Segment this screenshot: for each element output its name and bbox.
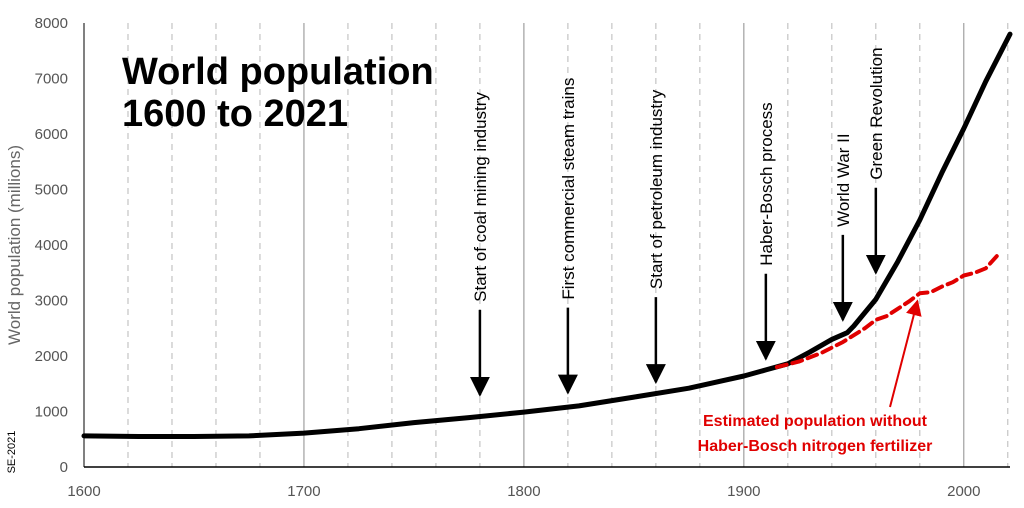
title-line-1: World population xyxy=(122,51,434,93)
gridlines xyxy=(127,23,1009,467)
axes: 0 1000 2000 3000 4000 5000 6000 7000 8000 1600 170… xyxy=(35,15,1010,500)
y-tick-label-0: 0 xyxy=(60,459,68,476)
event-label-4: Haber-Bosch process xyxy=(757,102,776,265)
y-tick-label-7000: 7000 xyxy=(35,71,68,88)
x-tick-label-2000: 2000 xyxy=(947,483,980,500)
y-tick-label-5000: 5000 xyxy=(35,182,68,199)
event-annotations: Start of coal mining industry First comme… xyxy=(469,47,886,397)
y-tick-label-8000: 8000 xyxy=(35,15,68,32)
population-series-line xyxy=(81,31,1013,439)
x-tick-label-1900: 1900 xyxy=(727,483,760,500)
red-annotation: Estimated population without Haber-Bosch… xyxy=(698,299,933,455)
y-axis-label: World population (millions) xyxy=(5,145,24,345)
x-tick-label-1700: 1700 xyxy=(287,483,320,500)
x-tick-label-1800: 1800 xyxy=(507,483,540,500)
y-tick-label-6000: 6000 xyxy=(35,126,68,143)
y-tick-label-3000: 3000 xyxy=(35,293,68,310)
title-line-2: 1600 to 2021 xyxy=(122,93,348,135)
y-tick-label-1000: 1000 xyxy=(35,404,68,421)
event-label-5: World War II xyxy=(834,133,853,227)
y-tick-label-2000: 2000 xyxy=(35,348,68,365)
event-label-3: Start of petroleum industry xyxy=(647,89,666,289)
event-label-2: First commercial steam trains xyxy=(559,78,578,300)
event-label-6: Green Revolution xyxy=(867,47,886,179)
chart-title: World population 1600 to 2021 xyxy=(122,51,434,135)
credit-label: SE-2021 xyxy=(6,431,18,474)
annotation-line-1: Estimated population without xyxy=(703,413,928,430)
annotation-arrow xyxy=(889,299,922,408)
x-tick-label-1600: 1600 xyxy=(67,483,100,500)
event-label-1: Start of coal mining industry xyxy=(471,92,490,302)
annotation-line-2: Haber-Bosch nitrogen fertilizer xyxy=(698,438,933,455)
y-tick-label-4000: 4000 xyxy=(35,237,68,254)
